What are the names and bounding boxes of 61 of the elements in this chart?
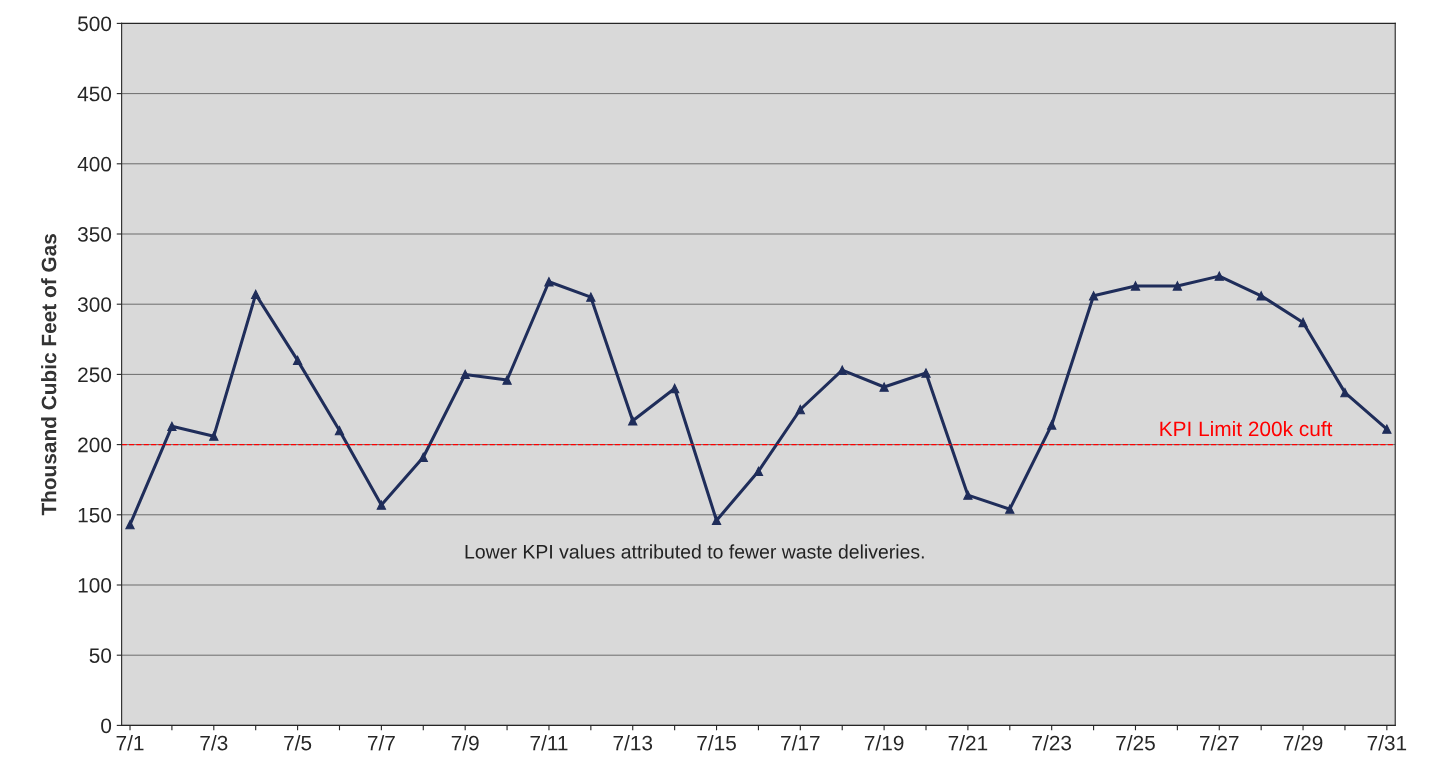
y-tick-label: 0 [101, 718, 112, 734]
x-tick-label: 7/7 [367, 735, 395, 751]
point [879, 382, 889, 392]
point [502, 375, 512, 385]
x-tick-label: 7/13 [613, 735, 653, 751]
point [628, 416, 638, 426]
point [418, 452, 428, 462]
x-tick-label: 7/3 [200, 735, 228, 751]
x-tick-label: 7/17 [781, 735, 820, 751]
y-tick-label: 450 [77, 86, 112, 102]
point [292, 355, 303, 366]
x-tick-label: 7/1 [116, 735, 144, 751]
point [376, 500, 387, 510]
point [334, 425, 345, 436]
x-tick-label: 7/29 [1283, 735, 1323, 751]
point [795, 404, 806, 415]
y-tick-label: 200 [78, 437, 112, 453]
point [1340, 387, 1350, 398]
y-tick-label: 250 [78, 367, 112, 383]
y-tick-label: 400 [77, 156, 112, 172]
point [1214, 271, 1224, 281]
x-tick-label: 7/23 [1032, 735, 1072, 751]
point [921, 368, 931, 378]
y-tick-label: 350 [77, 227, 112, 242]
ref-line-label: KPI Limit 200k cuft [1160, 420, 1333, 437]
point [1005, 504, 1015, 514]
point [1172, 281, 1183, 291]
point [544, 277, 554, 287]
point [1256, 291, 1266, 301]
y-axis-title: Thousand Cubic Feet of Gas [41, 234, 57, 516]
x-tick-label: 7/19 [864, 735, 904, 751]
x-tick-label: 7/25 [1116, 735, 1155, 751]
point [837, 365, 847, 375]
x-tick-label: 7/27 [1200, 735, 1239, 751]
y-tick-label: 150 [78, 507, 112, 523]
point [167, 421, 177, 432]
y-tick-label: 300 [77, 297, 112, 312]
point [711, 515, 722, 526]
point [586, 292, 596, 302]
point [1382, 424, 1392, 434]
x-tick-label: 7/31 [1367, 735, 1407, 751]
point [1298, 317, 1308, 328]
point [1130, 281, 1141, 291]
y-tick-label: 100 [78, 578, 112, 593]
point [669, 383, 680, 394]
point [753, 466, 764, 476]
point [1088, 291, 1099, 301]
x-tick-label: 7/11 [530, 735, 568, 751]
point [460, 369, 470, 380]
x-tick-label: 7/15 [697, 735, 736, 751]
point [1047, 420, 1057, 430]
x-tick-label: 7/9 [451, 735, 479, 751]
x-tick-label: 7/5 [284, 735, 312, 751]
y-tick-label: 50 [89, 648, 112, 663]
y-tick-label: 500 [77, 16, 112, 32]
point [251, 289, 261, 300]
point [125, 519, 135, 530]
point [963, 490, 973, 500]
annotation: Lower KPI values attributed to fewer waste deliveries. [465, 544, 924, 559]
point [209, 431, 219, 441]
x-tick-label: 7/21 [948, 735, 988, 751]
